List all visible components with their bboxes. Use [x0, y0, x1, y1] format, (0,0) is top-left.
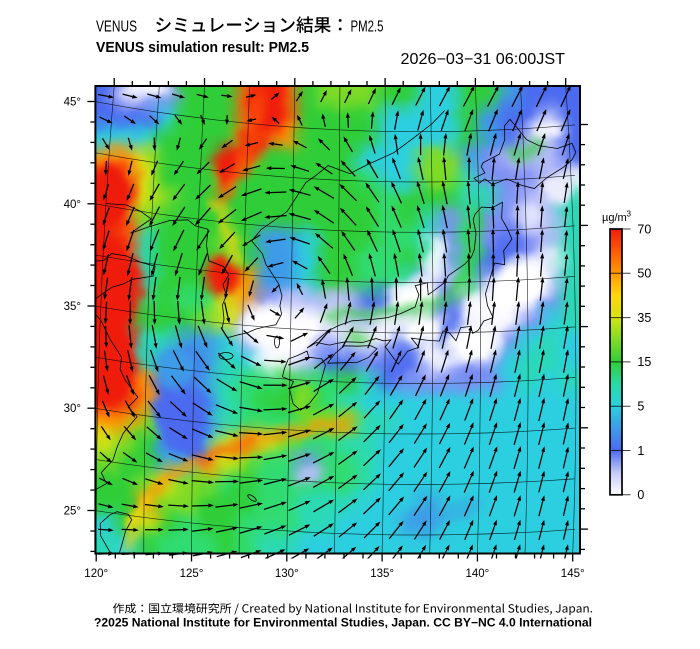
svg-text:145°: 145° — [561, 568, 585, 580]
svg-text:µg/m: µg/m — [602, 212, 627, 224]
svg-text:45°: 45° — [64, 97, 81, 109]
svg-text:40°: 40° — [64, 199, 81, 211]
svg-text:25°: 25° — [64, 506, 81, 518]
svg-text:2026−03−31 06:00JST: 2026−03−31 06:00JST — [401, 51, 566, 68]
svg-text:30°: 30° — [64, 403, 81, 415]
svg-text:70: 70 — [637, 222, 651, 236]
svg-text:120°: 120° — [84, 568, 108, 580]
svg-text:3: 3 — [627, 210, 632, 219]
svg-text:140°: 140° — [466, 568, 490, 580]
svg-text:35°: 35° — [64, 301, 81, 313]
svg-text:50: 50 — [637, 267, 651, 281]
svg-text:130°: 130° — [275, 568, 299, 580]
svg-text:0: 0 — [637, 488, 644, 502]
svg-text:135°: 135° — [370, 568, 394, 580]
svg-text:?2025 National Institute for E: ?2025 National Institute for Environment… — [94, 617, 592, 630]
svg-text:35: 35 — [637, 311, 651, 325]
svg-text:1: 1 — [637, 444, 644, 458]
svg-text:5: 5 — [637, 400, 644, 414]
svg-text:VENUS: VENUS — [96, 18, 137, 35]
svg-text:PM2.5: PM2.5 — [351, 18, 384, 35]
svg-text:15: 15 — [637, 355, 651, 369]
svg-text:125°: 125° — [180, 568, 204, 580]
svg-text:VENUS simulation result: PM2.5: VENUS simulation result: PM2.5 — [96, 39, 309, 56]
